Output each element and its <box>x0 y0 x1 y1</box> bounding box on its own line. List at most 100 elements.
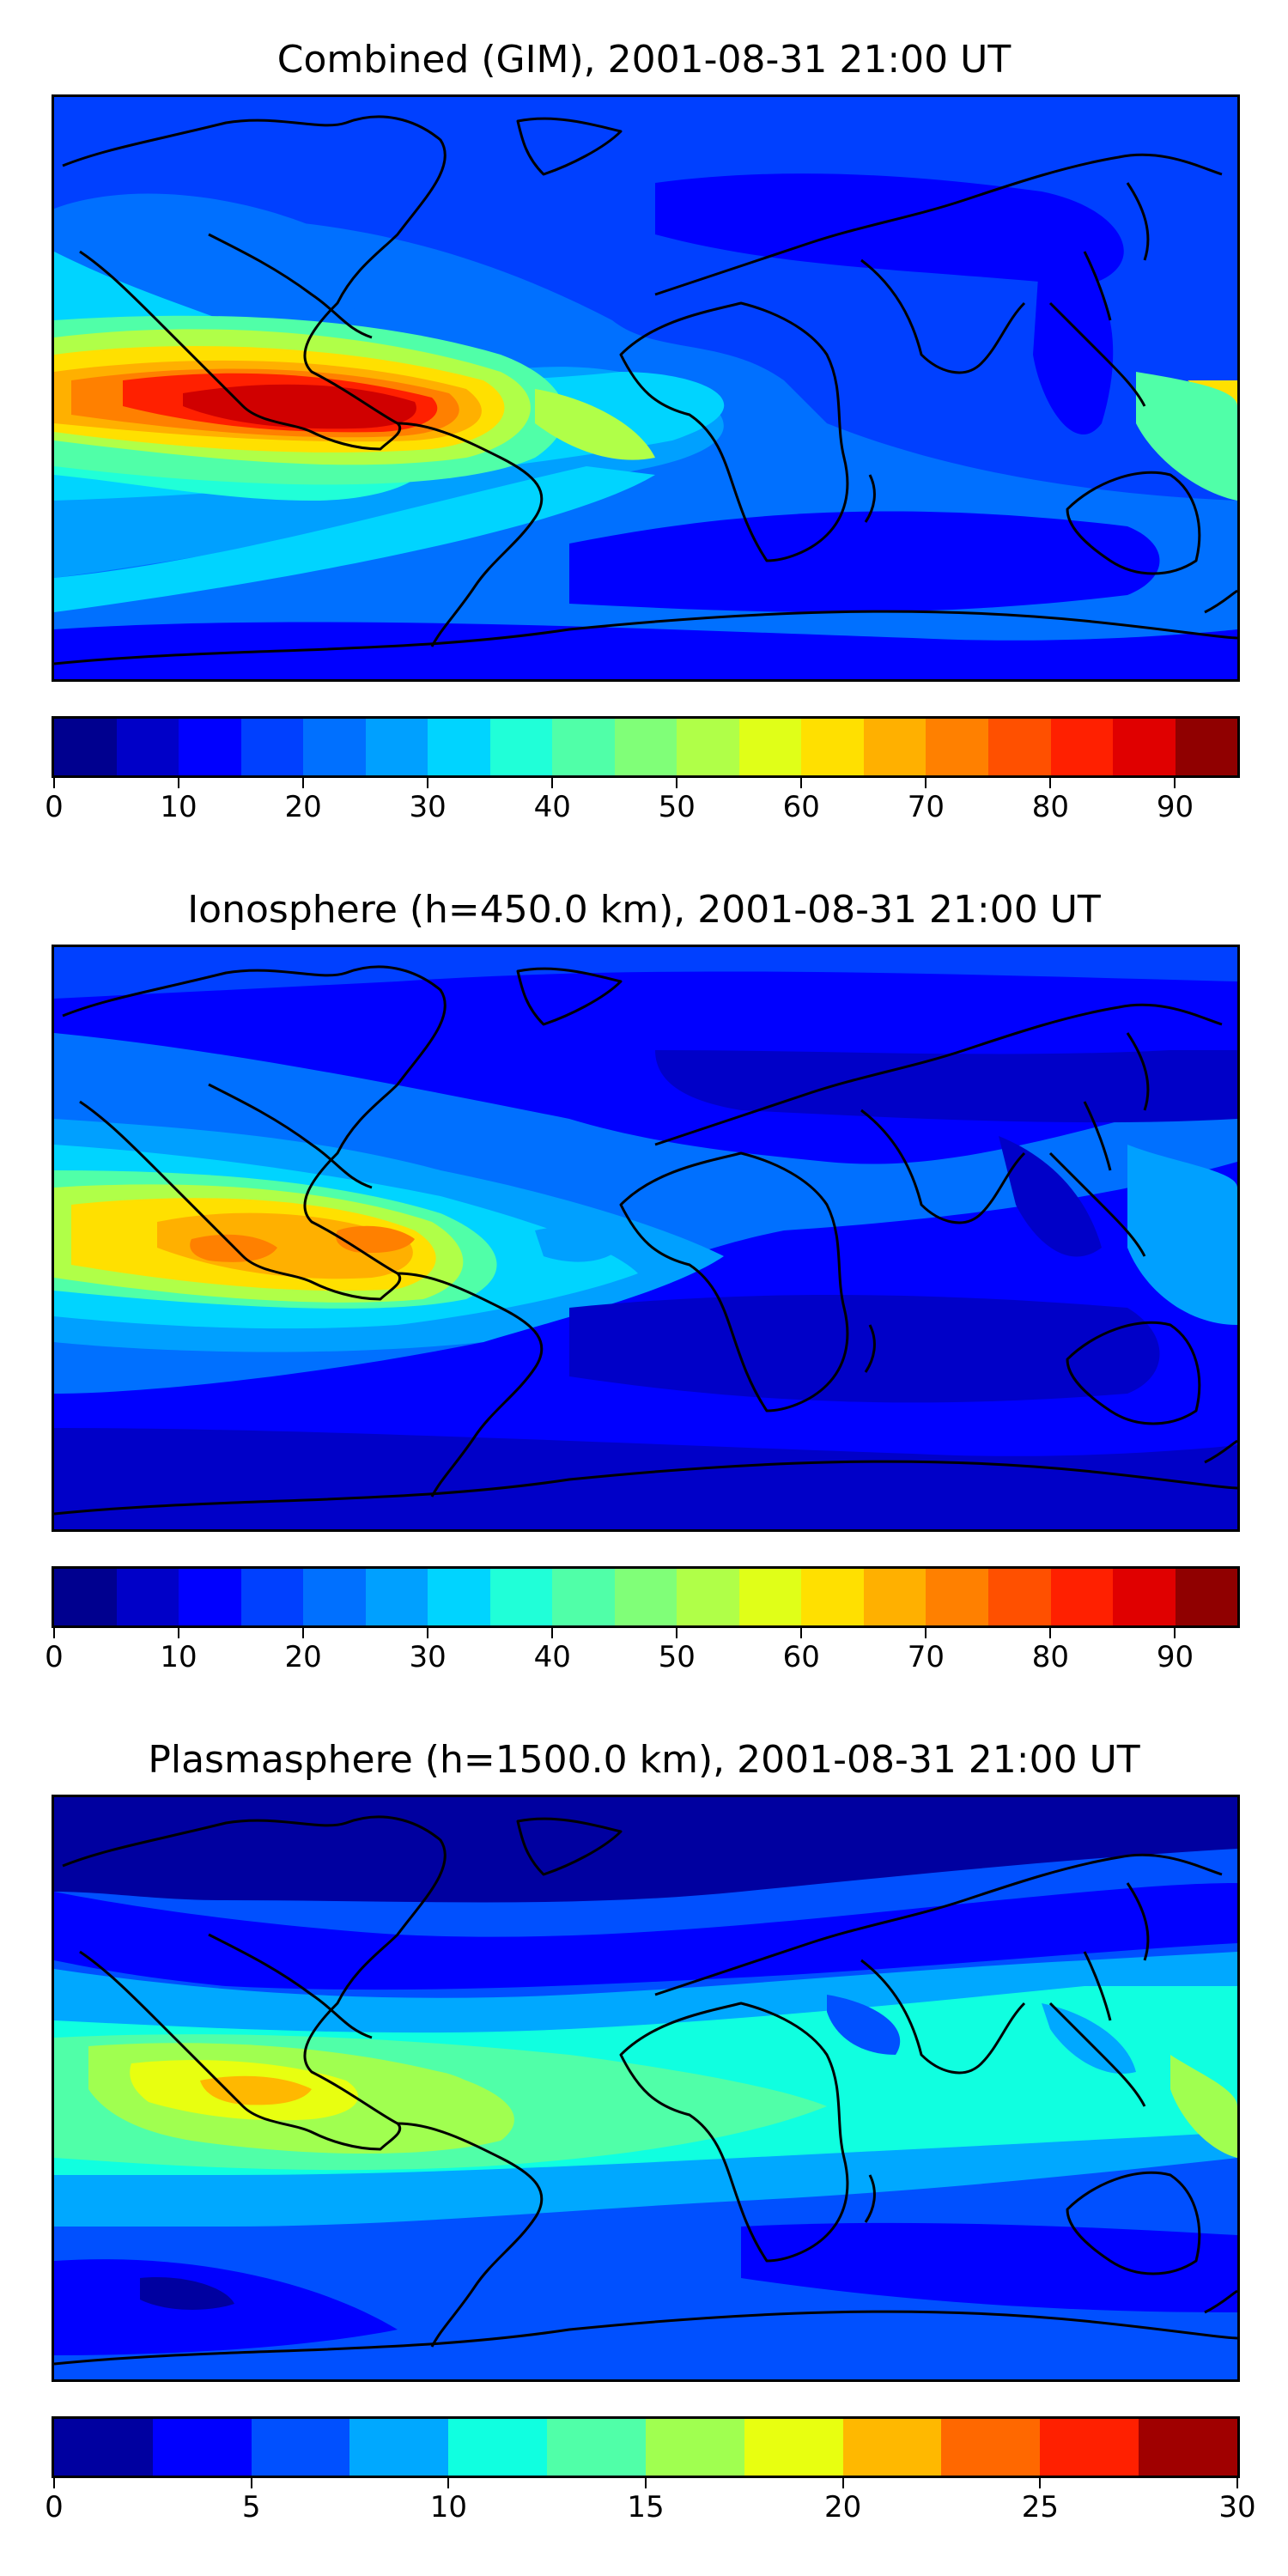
colorbar-tick-label: 40 <box>533 1640 571 1674</box>
colorbar-tick <box>676 1628 678 1638</box>
colorbar-segment <box>863 719 927 775</box>
colorbar-tick-label: 70 <box>907 1640 945 1674</box>
colorbar-segment <box>552 719 615 775</box>
colorbar-tick <box>427 1628 429 1638</box>
colorbar-segment <box>926 719 988 775</box>
colorbar-segment <box>303 1569 366 1625</box>
colorbar-tick <box>250 2478 252 2488</box>
map-plasmasphere <box>52 1795 1240 2382</box>
colorbar-segment <box>1113 1569 1176 1625</box>
colorbar-segment <box>926 1569 988 1625</box>
colorbar-tick <box>447 2478 450 2488</box>
colorbar-tick <box>302 778 305 788</box>
colorbar-segment <box>152 2419 252 2476</box>
tec-contour-map-ionosphere <box>54 947 1237 1529</box>
colorbar-segment <box>240 1569 304 1625</box>
colorbar-segment <box>448 2419 548 2476</box>
colorbar-segment <box>1050 719 1114 775</box>
colorbar-tick-label: 10 <box>160 1640 197 1674</box>
colorbar-tick-label: 60 <box>782 1640 820 1674</box>
colorbar-segment <box>1050 1569 1114 1625</box>
colorbar-tick-label: 20 <box>284 1640 322 1674</box>
colorbar-tick <box>178 778 180 788</box>
colorbar-segment <box>614 1569 677 1625</box>
colorbar-segment <box>614 719 677 775</box>
colorbar-tick-label: 90 <box>1156 790 1194 824</box>
colorbar-segment <box>801 1569 864 1625</box>
colorbar-tick <box>1049 778 1052 788</box>
colorbar-tick-label: 80 <box>1031 790 1070 824</box>
colorbar-tick <box>427 778 429 788</box>
colorbar-tick <box>925 1628 927 1638</box>
colorbar-segment <box>677 719 739 775</box>
colorbar-segment <box>987 1569 1051 1625</box>
tec-contour-map-combined <box>54 97 1237 679</box>
colorbar-tick-label: 10 <box>429 2490 467 2524</box>
colorbar-segment <box>349 2419 449 2476</box>
colorbar-segment <box>251 2419 350 2476</box>
colorbar-tick-label: 30 <box>409 790 447 824</box>
colorbar-tick-label: 5 <box>241 2490 261 2524</box>
colorbar-tick-label: 30 <box>409 1640 447 1674</box>
colorbar-segment <box>863 1569 927 1625</box>
colorbar-tick-label: 0 <box>45 790 64 824</box>
colorbar-segment <box>941 2419 1041 2476</box>
colorbar-tick-label: 40 <box>533 790 571 824</box>
colorbar-plasmasphere <box>52 2416 1240 2478</box>
colorbar-ionosphere <box>52 1566 1240 1628</box>
colorbar-segment <box>303 719 366 775</box>
colorbar-segment <box>489 1569 553 1625</box>
colorbar-segment <box>365 719 428 775</box>
colorbar-segment <box>428 1569 490 1625</box>
colorbar-tick-label: 70 <box>907 790 945 824</box>
colorbar-segment <box>116 719 179 775</box>
colorbar-tick-label: 90 <box>1156 1640 1194 1674</box>
colorbar-segment <box>842 2419 942 2476</box>
map-combined <box>52 94 1240 682</box>
colorbar-segment <box>54 2419 153 2476</box>
colorbar-tick <box>1039 2478 1042 2488</box>
colorbar-tick-label: 25 <box>1021 2490 1059 2524</box>
colorbar-segment <box>738 719 802 775</box>
colorbar-tick <box>800 1628 803 1638</box>
colorbar-segment <box>987 719 1051 775</box>
colorbar-segment <box>179 1569 241 1625</box>
colorbar-segment <box>1113 719 1176 775</box>
colorbar-tick-label: 80 <box>1031 1640 1070 1674</box>
colorbar-tick-label: 50 <box>658 790 696 824</box>
colorbar-tick-label: 10 <box>160 790 197 824</box>
colorbar-segment <box>179 719 241 775</box>
colorbar-tick-label: 20 <box>284 790 322 824</box>
colorbar-tick <box>1236 2478 1238 2488</box>
colorbar-tick-label: 20 <box>824 2490 862 2524</box>
colorbar-segment <box>645 2419 744 2476</box>
colorbar-tick <box>1049 1628 1052 1638</box>
colorbar-tick <box>551 778 554 788</box>
colorbar-segment <box>1139 2419 1237 2476</box>
colorbar-segment <box>744 2419 843 2476</box>
colorbar-tick <box>676 778 678 788</box>
colorbar-combined <box>52 716 1240 778</box>
colorbar-tick-label: 15 <box>627 2490 665 2524</box>
map-ionosphere <box>52 945 1240 1532</box>
colorbar-segment <box>428 719 490 775</box>
colorbar-segment <box>1175 1569 1238 1625</box>
colorbar-tick-label: 60 <box>782 790 820 824</box>
colorbar-tick-label: 0 <box>45 1640 64 1674</box>
colorbar-tick-label: 50 <box>658 1640 696 1674</box>
colorbar-tick <box>53 1628 55 1638</box>
tec-contour-map-plasmasphere <box>54 1797 1237 2379</box>
colorbar-segment <box>801 719 864 775</box>
colorbar-tick <box>1174 1628 1176 1638</box>
colorbar-tick-label: 30 <box>1218 2490 1256 2524</box>
colorbar-segment <box>677 1569 739 1625</box>
colorbar-segment <box>116 1569 179 1625</box>
colorbar-tick <box>53 778 55 788</box>
colorbar-tick <box>800 778 803 788</box>
colorbar-segment <box>54 1569 117 1625</box>
panel-title-plasmasphere: Plasmasphere (h=1500.0 km), 2001-08-31 2… <box>148 1738 1140 1782</box>
colorbar-tick <box>841 2478 844 2488</box>
colorbar-tick <box>925 778 927 788</box>
panel-title-combined: Combined (GIM), 2001-08-31 21:00 UT <box>276 38 1012 82</box>
colorbar-tick <box>551 1628 554 1638</box>
